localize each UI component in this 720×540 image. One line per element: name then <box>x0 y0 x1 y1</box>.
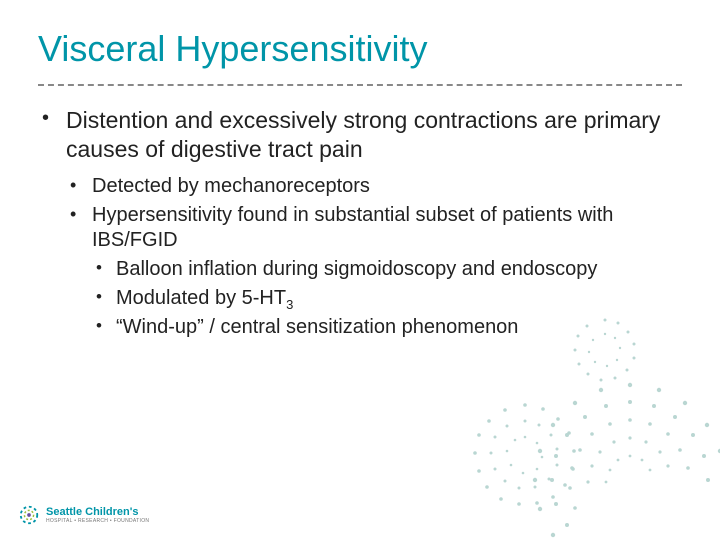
bullet-lvl3: “Wind-up” / central sensitization phenom… <box>92 315 682 340</box>
title-divider <box>38 84 682 86</box>
subscript: 3 <box>286 297 293 312</box>
bullet-lvl2: Detected by mechanoreceptors <box>66 174 682 199</box>
brand-logo: Seattle Children's HOSPITAL • RESEARCH •… <box>18 504 149 526</box>
slide: Visceral Hypersensitivity Distention and… <box>0 0 720 540</box>
bullet-lvl3: Balloon inflation during sigmoidoscopy a… <box>92 257 682 282</box>
slide-content: Distention and excessively strong contra… <box>38 106 682 340</box>
slide-title: Visceral Hypersensitivity <box>38 28 682 70</box>
logo-tagline: HOSPITAL • RESEARCH • FOUNDATION <box>46 519 149 524</box>
bullet-lvl1: Distention and excessively strong contra… <box>38 106 682 164</box>
logo-text: Seattle Children's HOSPITAL • RESEARCH •… <box>46 507 149 524</box>
logo-icon <box>18 504 40 526</box>
bullet-lvl2: Hypersensitivity found in substantial su… <box>66 203 682 253</box>
logo-main-text: Seattle Children's <box>46 507 149 518</box>
bullet-lvl3: Modulated by 5-HT3 <box>92 286 682 311</box>
bullet-text: Modulated by 5-HT <box>116 287 286 309</box>
